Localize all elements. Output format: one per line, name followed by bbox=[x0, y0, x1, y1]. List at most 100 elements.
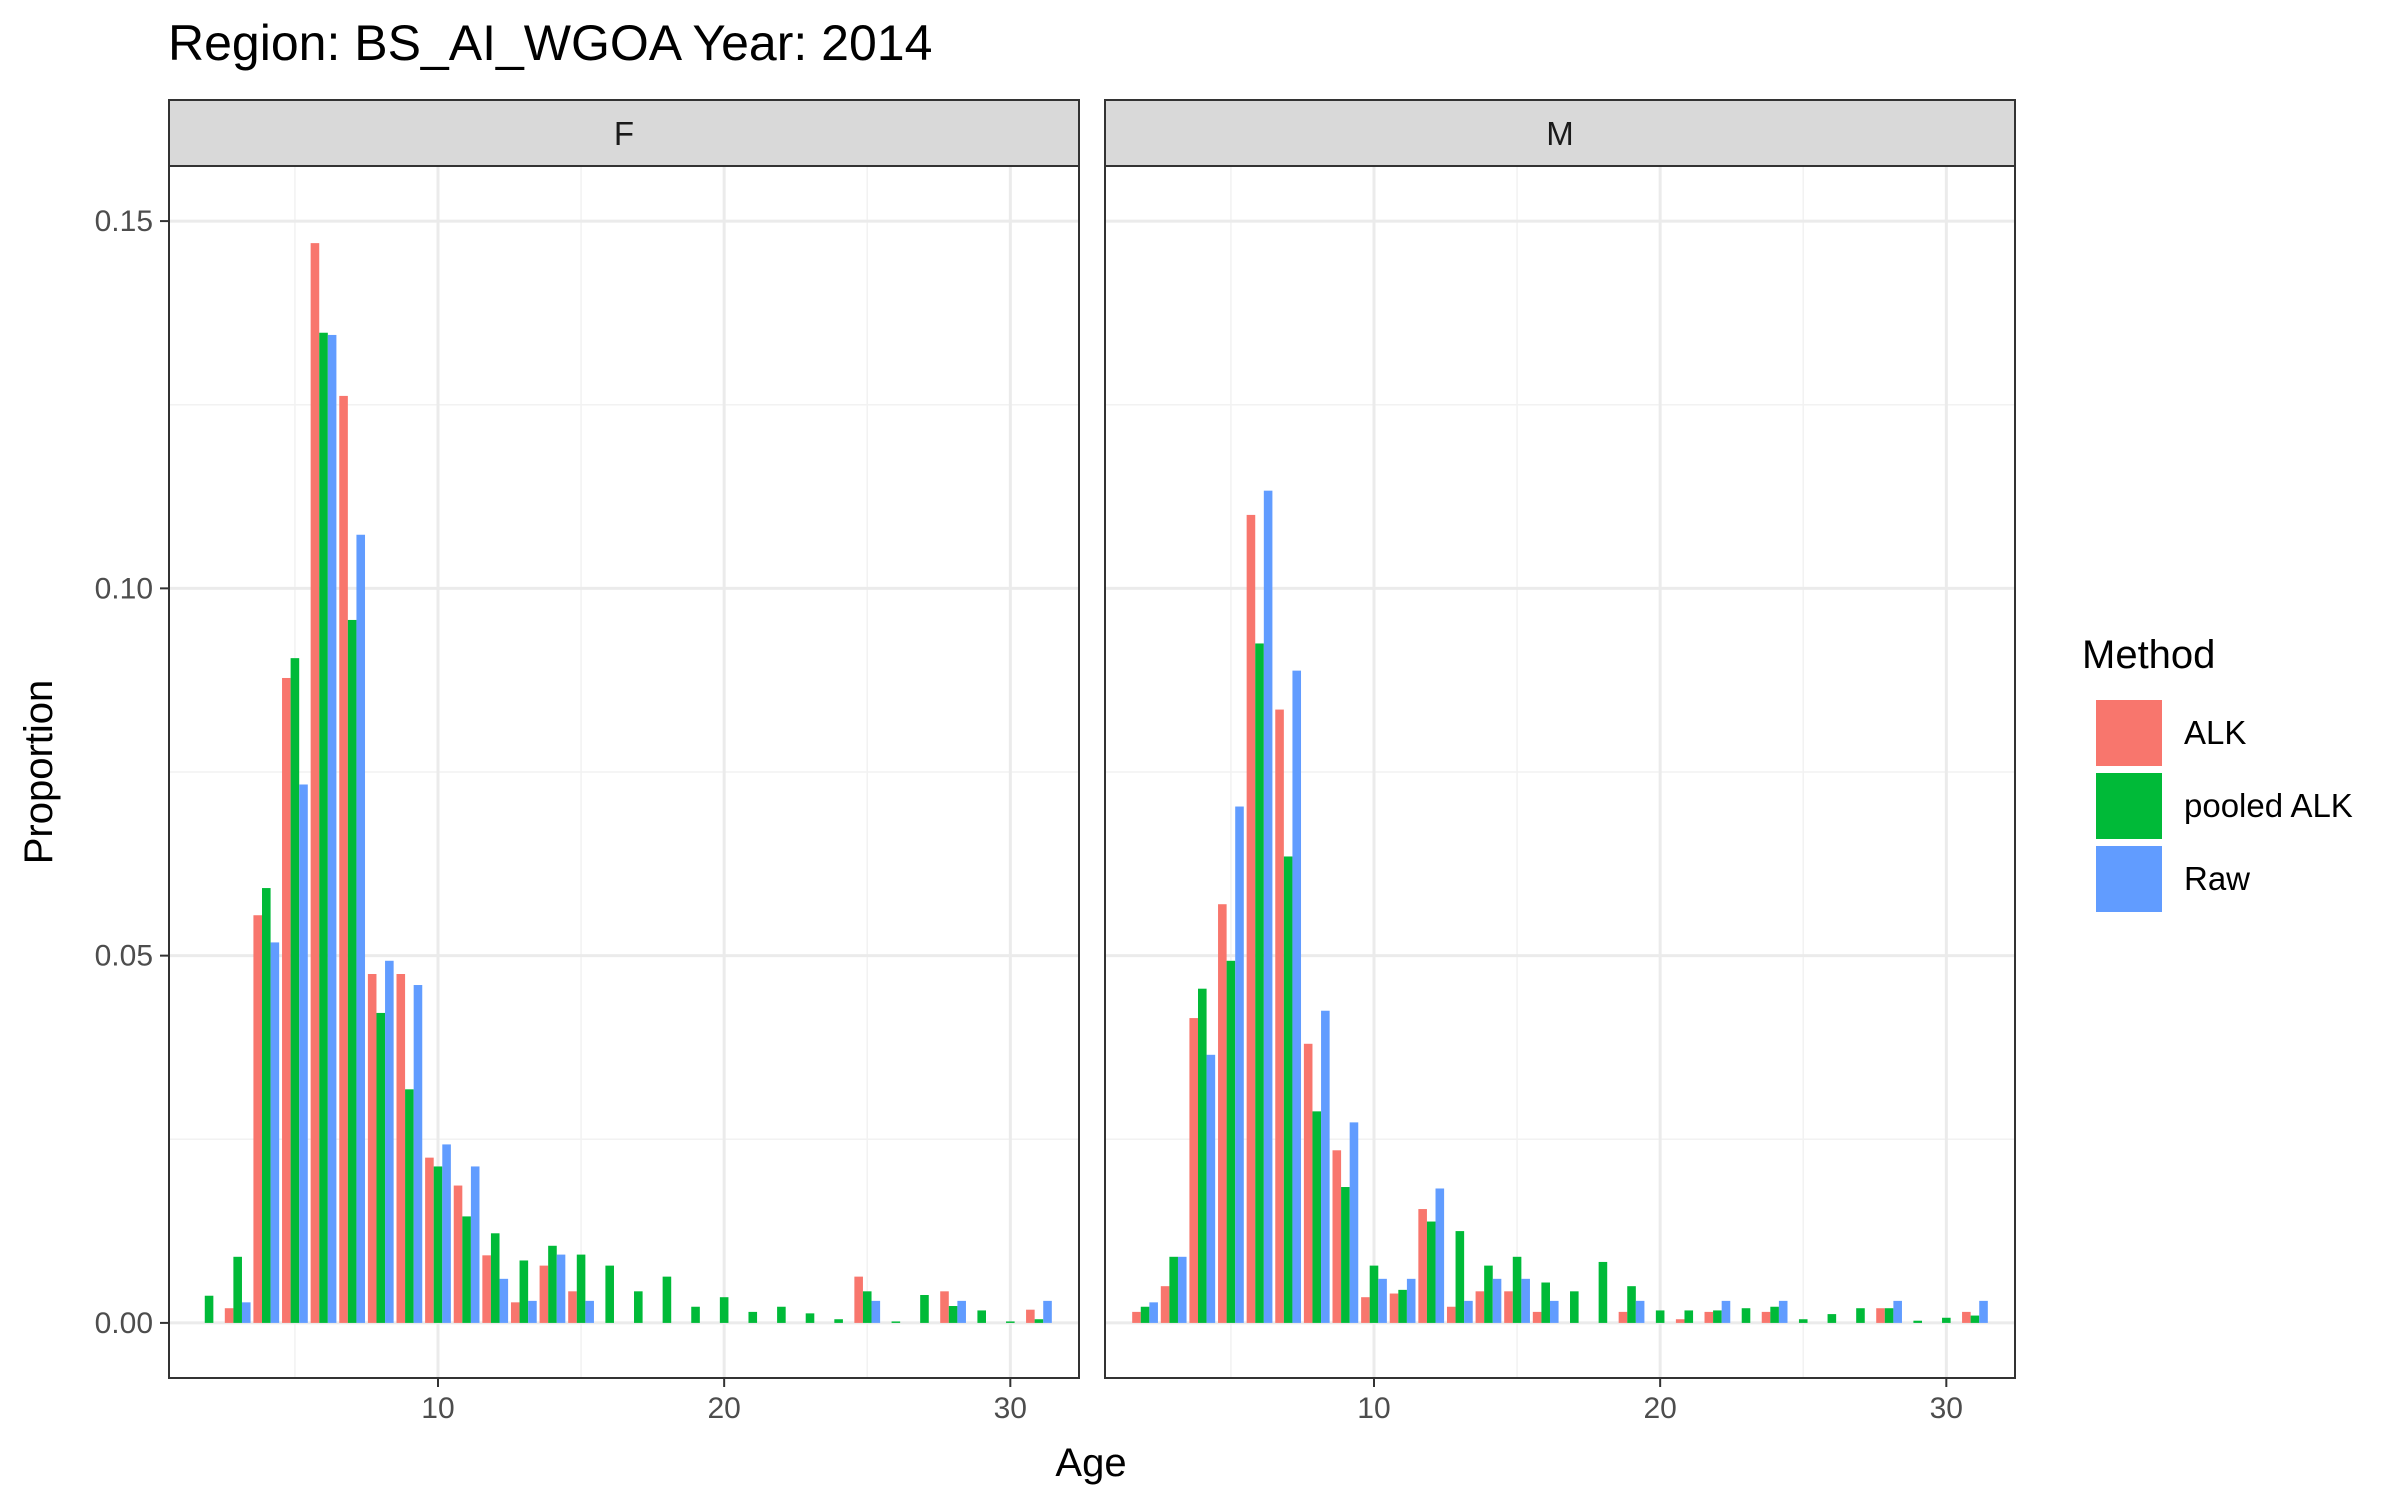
bar-m-raw-age-4 bbox=[1206, 1054, 1216, 1323]
bar-m-pooled-alk-age-8 bbox=[1312, 1111, 1322, 1323]
bar-f-raw-age-25 bbox=[871, 1300, 881, 1323]
bar-m-raw-age-11 bbox=[1406, 1278, 1416, 1323]
bar-m-pooled-alk-age-18 bbox=[1598, 1261, 1608, 1323]
bar-f-pooled-alk-age-29 bbox=[977, 1310, 986, 1323]
bar-m-pooled-alk-age-7 bbox=[1283, 856, 1293, 1323]
bar-m-alk-age-3 bbox=[1160, 1286, 1170, 1323]
panel-m: M 10 20 30 bbox=[1104, 99, 2016, 1425]
bar-m-raw-age-9 bbox=[1349, 1122, 1359, 1323]
bar-m-pooled-alk-age-20 bbox=[1655, 1310, 1665, 1323]
bar-m-raw-age-16 bbox=[1549, 1300, 1559, 1323]
bar-f-pooled-alk-age-5 bbox=[290, 658, 300, 1323]
bar-m-alk-age-24 bbox=[1761, 1311, 1771, 1323]
bar-m-alk-age-16 bbox=[1532, 1311, 1542, 1323]
bar-m-pooled-alk-age-12 bbox=[1426, 1221, 1436, 1323]
bar-f-pooled-alk-age-20 bbox=[719, 1297, 729, 1323]
bar-m-alk-age-11 bbox=[1389, 1293, 1399, 1323]
bar-m-alk-age-10 bbox=[1361, 1297, 1370, 1323]
bar-f-pooled-alk-age-26 bbox=[891, 1321, 901, 1323]
bar-f-pooled-alk-age-19 bbox=[691, 1306, 700, 1323]
bar-f-alk-age-7 bbox=[339, 395, 348, 1323]
bar-m-pooled-alk-age-9 bbox=[1341, 1187, 1350, 1323]
bar-f-pooled-alk-age-7 bbox=[347, 619, 357, 1323]
facet-strip bbox=[1104, 99, 2016, 167]
bar-m-pooled-alk-age-31 bbox=[1970, 1315, 1980, 1323]
bar-f-pooled-alk-age-15 bbox=[576, 1254, 586, 1323]
chart-title: Region: BS_AI_WGOA Year: 2014 bbox=[168, 15, 932, 71]
bar-m-pooled-alk-age-27 bbox=[1856, 1308, 1865, 1323]
bar-m-raw-age-8 bbox=[1321, 1010, 1330, 1323]
bar-m-raw-age-7 bbox=[1292, 670, 1302, 1323]
x-tick-label: 20 bbox=[1643, 1392, 1676, 1425]
bar-f-pooled-alk-age-12 bbox=[490, 1233, 500, 1323]
bar-f-pooled-alk-age-6 bbox=[319, 332, 328, 1323]
bar-f-pooled-alk-age-16 bbox=[605, 1265, 614, 1323]
bar-f-raw-age-13 bbox=[528, 1300, 537, 1323]
bar-f-alk-age-9 bbox=[396, 974, 406, 1323]
bar-m-alk-age-14 bbox=[1475, 1291, 1485, 1323]
bar-f-raw-age-3 bbox=[241, 1302, 251, 1323]
bar-f-alk-age-31 bbox=[1026, 1309, 1035, 1323]
legend-label-raw: Raw bbox=[2184, 860, 2250, 897]
bar-m-raw-age-10 bbox=[1378, 1278, 1387, 1323]
bar-f-pooled-alk-age-10 bbox=[433, 1166, 443, 1323]
bar-m-pooled-alk-age-6 bbox=[1255, 643, 1264, 1323]
bar-m-pooled-alk-age-16 bbox=[1541, 1282, 1550, 1323]
bar-f-raw-age-11 bbox=[470, 1166, 480, 1323]
bar-m-pooled-alk-age-10 bbox=[1369, 1265, 1379, 1323]
bar-m-alk-age-5 bbox=[1218, 904, 1227, 1323]
bar-f-pooled-alk-age-11 bbox=[462, 1216, 471, 1323]
bar-f-pooled-alk-age-2 bbox=[204, 1295, 214, 1323]
bar-f-pooled-alk-age-25 bbox=[862, 1291, 872, 1323]
bar-m-alk-age-9 bbox=[1332, 1150, 1342, 1323]
bar-m-alk-age-2 bbox=[1132, 1311, 1141, 1323]
bar-f-alk-age-3 bbox=[224, 1308, 234, 1323]
bar-f-pooled-alk-age-18 bbox=[662, 1276, 672, 1323]
bar-m-pooled-alk-age-24 bbox=[1770, 1306, 1779, 1323]
bar-m-alk-age-21 bbox=[1675, 1319, 1685, 1323]
bar-f-alk-age-12 bbox=[482, 1255, 491, 1323]
x-tick-label: 20 bbox=[707, 1392, 740, 1425]
bar-f-pooled-alk-age-31 bbox=[1034, 1319, 1044, 1323]
bar-m-raw-age-2 bbox=[1149, 1302, 1158, 1323]
bar-f-pooled-alk-age-17 bbox=[634, 1291, 643, 1323]
bar-f-alk-age-5 bbox=[282, 677, 291, 1323]
bar-m-pooled-alk-age-23 bbox=[1741, 1308, 1751, 1323]
bar-f-raw-age-15 bbox=[585, 1300, 594, 1323]
bar-m-alk-age-19 bbox=[1618, 1311, 1628, 1323]
bar-m-alk-age-12 bbox=[1418, 1209, 1427, 1323]
bar-m-pooled-alk-age-28 bbox=[1884, 1308, 1894, 1323]
bar-m-pooled-alk-age-29 bbox=[1913, 1320, 1922, 1323]
bar-f-raw-age-14 bbox=[556, 1254, 566, 1323]
facet-strip-label: F bbox=[614, 115, 634, 152]
bar-m-pooled-alk-age-5 bbox=[1226, 960, 1236, 1323]
bar-m-raw-age-12 bbox=[1435, 1188, 1445, 1323]
bar-m-alk-age-4 bbox=[1189, 1018, 1199, 1323]
bar-f-pooled-alk-age-13 bbox=[519, 1260, 529, 1323]
bar-f-alk-age-13 bbox=[510, 1302, 520, 1323]
bar-m-pooled-alk-age-30 bbox=[1942, 1317, 1951, 1323]
bar-f-raw-age-8 bbox=[385, 960, 394, 1323]
bar-f-alk-age-4 bbox=[253, 915, 263, 1323]
legend-key-raw bbox=[2096, 846, 2162, 912]
legend-label-pooled-alk: pooled ALK bbox=[2184, 787, 2353, 824]
bar-m-raw-age-13 bbox=[1464, 1300, 1473, 1323]
bar-m-alk-age-15 bbox=[1504, 1291, 1513, 1323]
bar-f-raw-age-10 bbox=[442, 1144, 451, 1323]
bar-f-alk-age-10 bbox=[425, 1157, 434, 1323]
bar-f-raw-age-9 bbox=[413, 985, 423, 1323]
x-tick-label: 10 bbox=[421, 1392, 454, 1425]
bar-m-pooled-alk-age-21 bbox=[1684, 1310, 1694, 1323]
x-tick-label: 30 bbox=[994, 1392, 1027, 1425]
bar-m-raw-age-22 bbox=[1721, 1300, 1731, 1323]
bar-m-pooled-alk-age-11 bbox=[1398, 1289, 1407, 1323]
bar-m-pooled-alk-age-25 bbox=[1798, 1319, 1808, 1323]
panels-layer: F 10 20 30 0.00 0.05 0.10 0.15 M 10 20 30 bbox=[95, 99, 2016, 1425]
bar-f-alk-age-11 bbox=[453, 1185, 463, 1323]
bar-f-pooled-alk-age-21 bbox=[748, 1311, 758, 1323]
y-tick-label: 0.00 bbox=[95, 1307, 153, 1340]
bar-f-pooled-alk-age-8 bbox=[376, 1012, 386, 1323]
bar-m-alk-age-6 bbox=[1246, 514, 1256, 1323]
bar-m-raw-age-24 bbox=[1778, 1300, 1788, 1323]
y-axis-title: Proportion bbox=[17, 680, 61, 865]
